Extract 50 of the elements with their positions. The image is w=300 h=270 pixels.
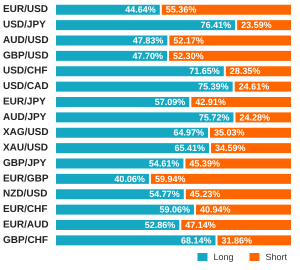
data-label: 31.86% xyxy=(221,235,252,246)
data-label: 44.64% xyxy=(125,4,156,15)
data-label: 47.70% xyxy=(132,50,164,61)
y-tick-label: GBP/CHF xyxy=(3,234,48,246)
data-label: 34.59% xyxy=(215,143,246,154)
data-label: 64.97% xyxy=(173,128,204,138)
data-label: 40.94% xyxy=(200,204,231,215)
data-label: 59.94% xyxy=(154,174,186,184)
y-tick-label: AUD/JPY xyxy=(3,112,47,123)
y-tick-label: NZD/USD xyxy=(3,188,48,200)
legend-label: Long xyxy=(213,252,234,262)
data-label: 68.14% xyxy=(180,235,212,246)
data-label: 54.61% xyxy=(148,158,180,168)
data-label: 75.39% xyxy=(198,82,229,92)
data-label: 52.17% xyxy=(173,35,204,46)
data-label: 55.36% xyxy=(166,4,196,15)
data-label: 65.41% xyxy=(174,143,206,154)
data-label: 47.14% xyxy=(185,220,216,230)
data-label: 23.59% xyxy=(241,20,272,30)
y-tick-label: EUR/CHF xyxy=(3,204,48,216)
y-tick-label: XAU/USD xyxy=(3,142,48,154)
legend-label: Short xyxy=(265,252,288,262)
data-label: 28.35% xyxy=(230,66,260,76)
y-tick-label: AUD/USD xyxy=(3,34,49,46)
data-label: 52.86% xyxy=(144,220,176,230)
y-tick-label: USD/CAD xyxy=(3,81,49,92)
y-tick-label: USD/JPY xyxy=(3,20,46,31)
data-label: 40.06% xyxy=(114,174,145,184)
data-label: 57.09% xyxy=(154,96,186,107)
data-label: 52.30% xyxy=(173,50,204,61)
y-tick-label: GBP/USD xyxy=(3,50,49,62)
data-label: 35.03% xyxy=(214,128,245,138)
data-label: 75.72% xyxy=(198,112,230,122)
y-tick-label: USD/CHF xyxy=(3,66,48,77)
y-tick-label: GBP/JPY xyxy=(3,158,47,169)
y-tick-label: XAG/USD xyxy=(3,127,49,138)
y-tick-label: EUR/AUD xyxy=(3,219,49,230)
data-label: 76.41% xyxy=(200,20,232,30)
data-label: 42.91% xyxy=(195,96,226,107)
data-label: 59.06% xyxy=(159,204,190,215)
data-label: 71.65% xyxy=(189,66,220,76)
y-tick-label: EUR/GBP xyxy=(3,173,49,184)
y-tick-label: EUR/JPY xyxy=(3,96,46,108)
y-tick-label: EUR/USD xyxy=(3,4,48,16)
data-label: 54.77% xyxy=(149,189,180,200)
data-label: 45.23% xyxy=(190,189,220,200)
data-label: 24.61% xyxy=(238,82,270,92)
data-label: 24.28% xyxy=(239,112,270,122)
data-label: 45.39% xyxy=(189,158,220,168)
data-label: 47.83% xyxy=(132,35,164,46)
